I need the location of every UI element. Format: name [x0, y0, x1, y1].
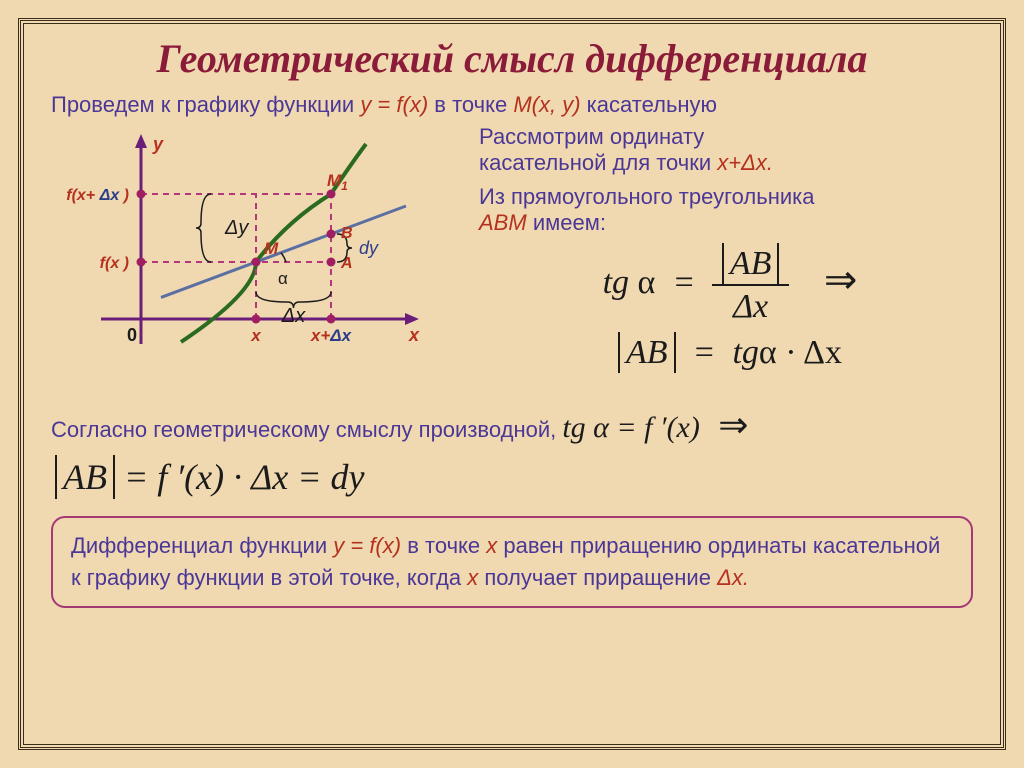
slide-frame: Геометрический смысл дифференциала Прове…	[18, 18, 1006, 750]
content-row: yx0f(x )f(x+ Δx )MM1ABαΔxΔydyxx+Δx Рассм…	[51, 124, 981, 372]
right-p1a: Рассмотрим ординату	[479, 124, 704, 149]
f2-rhs2: α · Δx	[759, 334, 842, 371]
intro-line: Проведем к графику функции y = f(x) в то…	[51, 92, 981, 118]
svg-text:B: B	[341, 225, 353, 242]
eqf-abs: AB	[55, 457, 115, 497]
fb-dx: Δx.	[717, 565, 749, 590]
right-p1-point: x+Δx.	[717, 150, 773, 175]
svg-text:Δy: Δy	[224, 217, 249, 239]
intro-eq: y = f(x)	[360, 92, 428, 117]
svg-text:f(x+ Δx ): f(x+ Δx )	[66, 187, 129, 204]
f1-num: AB	[712, 246, 790, 286]
f1-eq: =	[672, 264, 695, 301]
f1-abs-ab: AB	[722, 245, 780, 282]
svg-text:Δx: Δx	[281, 305, 306, 327]
diagram-svg: yx0f(x )f(x+ Δx )MM1ABαΔxΔydyxx+Δx	[51, 124, 461, 364]
fb-t4: получает приращение	[484, 565, 717, 590]
f1-alpha: α	[638, 264, 656, 301]
right-p2-tri: АВМ	[479, 210, 527, 235]
intro-text-3: касательную	[587, 92, 717, 117]
geom-sense-line: Согласно геометрическому смыслу производ…	[51, 404, 981, 446]
right-p1b: касательной для точки	[479, 150, 717, 175]
f2-abs: AB	[618, 334, 676, 371]
svg-text:M: M	[264, 239, 279, 258]
svg-text:y: y	[152, 134, 164, 154]
slide: Геометрический смысл дифференциала Прове…	[0, 0, 1024, 768]
gs-text: Согласно геометрическому смыслу производ…	[51, 417, 562, 442]
f1-implies: ⇒	[824, 257, 858, 302]
svg-text:A: A	[340, 255, 353, 272]
diagram: yx0f(x )f(x+ Δx )MM1ABαΔxΔydyxx+Δx	[51, 124, 461, 364]
right-p2: Из прямоугольного треугольника АВМ имеем…	[479, 184, 981, 236]
eqf-rhs: = dy	[297, 457, 364, 497]
svg-text:α: α	[278, 269, 288, 288]
formula-1: tg α = AB Δx ⇒ AB = tgα · Δx	[479, 246, 981, 372]
gs-arrow: ⇒	[718, 405, 748, 445]
right-p2a: Из прямоугольного треугольника	[479, 184, 814, 209]
f2-tg: tg	[732, 334, 758, 371]
svg-text:x: x	[408, 325, 420, 345]
f1-den: Δx	[712, 286, 790, 325]
fb-x: x	[486, 533, 497, 558]
f2-eq: =	[693, 334, 716, 371]
eq-final: AB = f ′(x) · Δx = dy	[55, 456, 981, 498]
formula-2: AB = tgα · Δx	[479, 334, 981, 372]
right-p1: Рассмотрим ординату касательной для точк…	[479, 124, 981, 176]
f1-tg: tg	[603, 264, 629, 301]
right-column: Рассмотрим ординату касательной для точк…	[479, 124, 981, 372]
title: Геометрический смысл дифференциала	[43, 35, 981, 82]
f1-frac: AB Δx	[712, 246, 790, 324]
svg-text:x: x	[250, 326, 262, 345]
intro-text-1: Проведем к графику функции	[51, 92, 360, 117]
svg-text:0: 0	[127, 325, 137, 345]
fb-t1: Дифференциал функции	[71, 533, 333, 558]
eqf-mid: = f ′(x) · Δx	[124, 457, 288, 497]
svg-text:dy: dy	[359, 238, 379, 258]
gs-math: tg α = f ′(x)	[562, 411, 700, 444]
svg-text:x+Δx: x+Δx	[310, 326, 353, 345]
fb-t2: в точке	[407, 533, 486, 558]
fb-x2: x	[467, 565, 478, 590]
conclusion-box: Дифференциал функции y = f(x) в точке x …	[51, 516, 973, 608]
intro-point: M(x, y)	[513, 92, 580, 117]
fb-f: y = f(x)	[333, 533, 401, 558]
right-p2b: имеем:	[533, 210, 606, 235]
svg-text:f(x ): f(x )	[100, 255, 129, 272]
intro-text-2: в точке	[434, 92, 513, 117]
